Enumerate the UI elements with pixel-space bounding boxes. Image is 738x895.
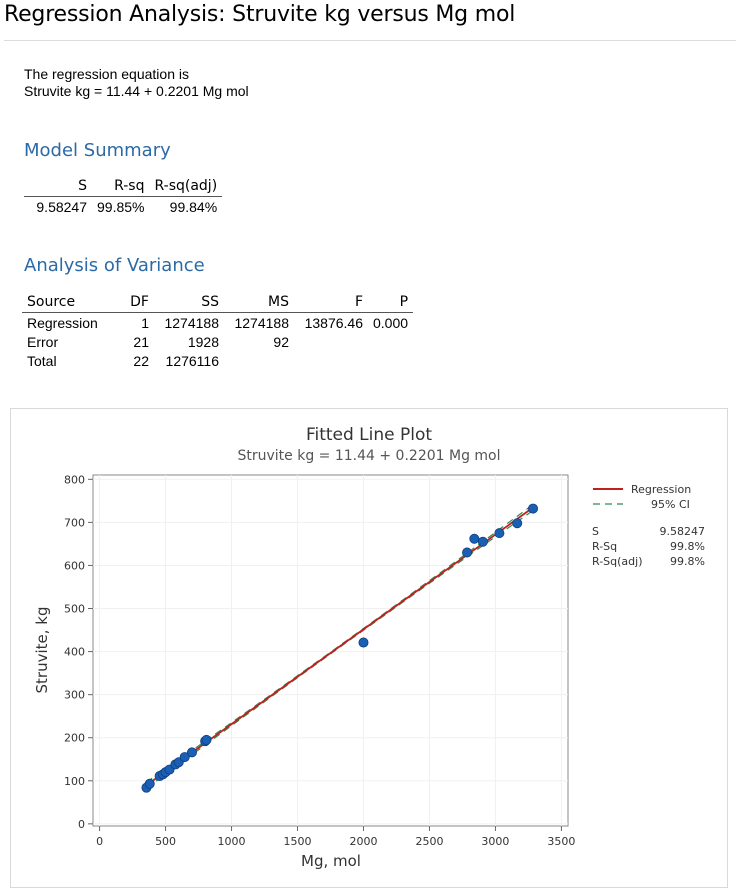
y-tick-label: 500 (64, 603, 85, 616)
cell-ss: 1928 (187, 333, 219, 350)
header-rsq: R-sq (92, 176, 150, 197)
chart-title: Fitted Line Plot (306, 425, 432, 445)
x-tick-label: 500 (155, 835, 176, 848)
cell-df: 22 (133, 352, 149, 369)
anova-table: Source DF SS MS F P Regression 1 1274188… (22, 292, 414, 370)
cell-df: 1 (141, 314, 149, 331)
cell-f (294, 332, 368, 351)
anova-heading: Analysis of Variance (24, 255, 205, 276)
data-point (528, 503, 539, 514)
y-tick-label: 800 (64, 473, 85, 486)
equation-text: Struvite kg = 11.44 + 0.2201 Mg mol (24, 83, 249, 99)
equation-intro: The regression equation is (24, 66, 189, 82)
y-tick-label: 400 (64, 646, 85, 659)
y-tick-label: 0 (78, 818, 85, 831)
model-summary-heading: Model Summary (24, 140, 171, 161)
y-tick-label: 600 (64, 559, 85, 572)
stat-value: 9.58247 (660, 525, 706, 538)
x-axis-ticks: 0 500 1000 1500 2000 2500 3000 3500 (96, 826, 575, 848)
fit-statistics: S 9.58247 R-Sq 99.8% R-Sq(adj) 99.8% (592, 525, 705, 568)
data-point (462, 547, 473, 558)
y-tick-label: 100 (64, 775, 85, 788)
header-df: DF (120, 292, 154, 313)
x-tick-label: 2500 (415, 835, 443, 848)
data-point (477, 536, 488, 547)
table-row: 9.58247 99.85% 99.84% (24, 197, 222, 217)
data-point (201, 734, 212, 745)
cell-source: Regression (27, 314, 98, 331)
cell-f: 13876.46 (304, 314, 363, 331)
data-point (358, 637, 369, 648)
data-point (179, 752, 190, 763)
y-axis-label: Struvite, kg (33, 607, 51, 694)
stat-label: R-Sq(adj) (592, 555, 643, 568)
data-point (469, 533, 480, 544)
stat-value: 99.8% (670, 555, 705, 568)
y-axis-ticks: 0 100 200 300 400 500 600 700 800 (64, 473, 93, 831)
value-rsq: 99.85% (97, 198, 145, 215)
grid-lines (93, 475, 568, 826)
anova-header-row: Source DF SS MS F P (22, 292, 414, 313)
cell-ms: 1274188 (234, 314, 289, 331)
title-divider (4, 40, 736, 41)
value-rsq-adj: 99.84% (169, 198, 218, 215)
cell-p: 0.000 (373, 314, 409, 331)
y-tick-label: 700 (64, 516, 85, 529)
x-tick-label: 2000 (349, 835, 377, 848)
legend: Regression 95% CI (593, 483, 691, 511)
header-ss: SS (154, 292, 224, 313)
cell-source: Error (27, 333, 59, 350)
stat-value: 99.8% (670, 540, 705, 553)
regression-equation-block: The regression equation is Struvite kg =… (24, 66, 249, 100)
fitted-line-plot: Fitted Line Plot Struvite kg = 11.44 + 0… (33, 425, 705, 870)
data-point (144, 778, 155, 789)
legend-regression-label: Regression (631, 483, 691, 496)
cell-p (368, 332, 413, 351)
header-p: P (368, 292, 414, 313)
data-point (494, 528, 505, 539)
header-f: F (294, 292, 368, 313)
chart-subtitle: Struvite kg = 11.44 + 0.2201 Mg mol (237, 448, 500, 464)
model-summary-table: S R-sq R-sq(adj) 9.58247 99.85% 99.84% (24, 176, 223, 217)
cell-p (368, 351, 413, 370)
header-rsq-adj: R-sq(adj) (149, 176, 223, 197)
data-point (186, 747, 197, 758)
data-points (141, 503, 539, 793)
header-ms: MS (224, 292, 294, 313)
x-tick-label: 1000 (218, 835, 246, 848)
cell-ss: 1276116 (165, 352, 219, 369)
cell-df: 21 (133, 333, 149, 350)
header-source: Source (22, 292, 120, 313)
x-axis-label: Mg, mol (301, 852, 361, 870)
header-s: S (24, 176, 92, 197)
value-s: 9.58247 (36, 198, 87, 215)
fitted-line-plot-frame: Fitted Line Plot Struvite kg = 11.44 + 0… (10, 408, 728, 888)
y-tick-label: 300 (64, 689, 85, 702)
cell-ss: 1274188 (164, 314, 219, 331)
y-tick-label: 200 (64, 732, 85, 745)
cell-ms (224, 351, 294, 370)
page-title: Regression Analysis: Struvite kg versus … (4, 2, 516, 27)
table-row: Total 22 1276116 (22, 351, 413, 370)
table-row: Regression 1 1274188 1274188 13876.46 0.… (22, 313, 413, 333)
x-tick-label: 1500 (284, 835, 312, 848)
cell-f (294, 351, 368, 370)
stat-label: S (592, 525, 599, 538)
x-tick-label: 3500 (547, 835, 575, 848)
x-tick-label: 0 (96, 835, 103, 848)
data-point (512, 518, 523, 529)
cell-ms: 92 (273, 333, 289, 350)
stat-label: R-Sq (592, 540, 617, 553)
cell-source: Total (27, 352, 57, 369)
table-row: Error 21 1928 92 (22, 332, 413, 351)
model-summary-header-row: S R-sq R-sq(adj) (24, 176, 223, 197)
x-tick-label: 3000 (481, 835, 509, 848)
legend-ci-label: 95% CI (651, 498, 690, 511)
